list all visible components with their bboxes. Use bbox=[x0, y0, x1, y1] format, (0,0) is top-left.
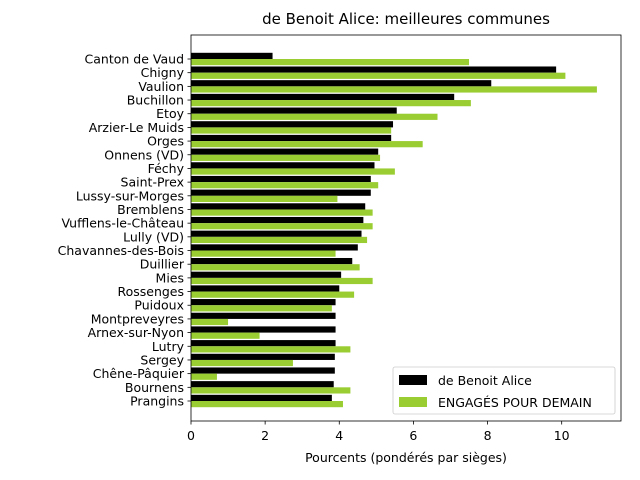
bar-benoit-19 bbox=[191, 312, 336, 319]
x-tick-label: 10 bbox=[554, 428, 570, 443]
bar-engages-16 bbox=[191, 277, 373, 285]
bar-engages-0 bbox=[191, 59, 470, 66]
y-tick-label: Onnens (VD) bbox=[104, 147, 184, 162]
bar-engages-24 bbox=[191, 387, 351, 394]
x-tick-label: 8 bbox=[484, 428, 492, 443]
y-tick-label: Sergey bbox=[140, 352, 184, 367]
bar-benoit-4 bbox=[191, 107, 397, 114]
bar-benoit-10 bbox=[191, 189, 371, 196]
bar-engages-2 bbox=[191, 86, 597, 93]
bar-engages-5 bbox=[191, 127, 392, 134]
bar-benoit-15 bbox=[191, 258, 353, 265]
bar-benoit-6 bbox=[191, 134, 392, 142]
y-tick-label: Buchillon bbox=[127, 93, 184, 108]
y-tick-label: Chêne-Pâquier bbox=[93, 366, 185, 381]
y-tick-label: Puidoux bbox=[134, 298, 184, 313]
chart-title: de Benoit Alice: meilleures communes bbox=[262, 10, 550, 28]
bar-benoit-7 bbox=[191, 148, 379, 155]
y-axis-ticks: Canton de VaudChignyVaulionBuchillonEtoy… bbox=[58, 52, 191, 409]
y-tick-label: Chavannes-des-Bois bbox=[58, 243, 184, 258]
y-tick-label: Lutry bbox=[152, 339, 185, 354]
bar-engages-7 bbox=[191, 154, 381, 161]
bar-benoit-2 bbox=[191, 80, 492, 87]
y-tick-label: Vufflens-le-Château bbox=[61, 216, 184, 231]
y-tick-label: Montpreveyres bbox=[91, 311, 184, 326]
bar-engages-4 bbox=[191, 113, 438, 120]
bars-group bbox=[191, 52, 597, 408]
y-tick-label: Chigny bbox=[141, 65, 185, 80]
x-tick-label: 2 bbox=[261, 428, 269, 443]
bar-benoit-8 bbox=[191, 162, 375, 169]
y-tick-label: Vaulion bbox=[138, 79, 184, 94]
plot-frame bbox=[190, 34, 622, 422]
y-tick-label: Arnex-sur-Nyon bbox=[88, 325, 184, 340]
bar-benoit-20 bbox=[191, 326, 336, 333]
y-tick-label: Féchy bbox=[148, 161, 185, 176]
bar-engages-6 bbox=[191, 141, 423, 148]
legend-frame bbox=[392, 366, 616, 415]
bar-benoit-1 bbox=[191, 66, 557, 73]
bar-benoit-22 bbox=[191, 353, 335, 360]
y-tick-label: Bournens bbox=[125, 380, 184, 395]
bar-engages-18 bbox=[191, 305, 332, 312]
bar-benoit-25 bbox=[191, 394, 332, 401]
y-tick-label: Prangins bbox=[130, 394, 184, 409]
y-tick-label: Lussy-sur-Morges bbox=[76, 188, 184, 203]
y-tick-label: Duillier bbox=[140, 257, 185, 272]
bar-engages-14 bbox=[191, 250, 336, 257]
bar-engages-3 bbox=[191, 100, 471, 107]
legend: de Benoit Alice ENGAGÉS POUR DEMAIN bbox=[392, 366, 616, 415]
bar-benoit-13 bbox=[191, 230, 362, 237]
bar-benoit-3 bbox=[191, 93, 455, 101]
y-tick-label: Lully (VD) bbox=[123, 229, 184, 244]
legend-swatch-engages bbox=[399, 397, 427, 407]
bar-engages-1 bbox=[191, 72, 566, 79]
y-tick-label: Arzier-Le Muids bbox=[89, 120, 184, 135]
bar-benoit-14 bbox=[191, 244, 358, 251]
bar-engages-15 bbox=[191, 264, 360, 271]
y-tick-label: Bremblens bbox=[117, 202, 184, 217]
x-axis-ticks: 0 2 4 6 8 10 bbox=[187, 421, 570, 443]
bar-engages-13 bbox=[191, 236, 368, 244]
bar-engages-22 bbox=[191, 359, 293, 367]
bar-benoit-12 bbox=[191, 216, 364, 224]
bar-benoit-5 bbox=[191, 121, 394, 128]
y-tick-label: Mies bbox=[156, 270, 184, 285]
x-axis-label: Pourcents (pondérés par sièges) bbox=[305, 450, 507, 465]
y-tick-label: Etoy bbox=[156, 106, 184, 121]
bar-engages-21 bbox=[191, 346, 351, 353]
legend-swatch-benoit bbox=[399, 375, 427, 385]
bar-benoit-11 bbox=[191, 203, 366, 210]
y-tick-label: Rossenges bbox=[117, 284, 184, 299]
bar-engages-23 bbox=[191, 373, 217, 380]
bar-benoit-18 bbox=[191, 299, 336, 306]
bar-benoit-23 bbox=[191, 367, 335, 374]
bar-engages-17 bbox=[191, 291, 355, 298]
bar-engages-8 bbox=[191, 168, 395, 175]
x-tick-label: 4 bbox=[335, 428, 343, 443]
x-tick-label: 6 bbox=[409, 428, 417, 443]
y-tick-label: Saint-Prex bbox=[121, 175, 184, 190]
legend-label-engages: ENGAGÉS POUR DEMAIN bbox=[438, 395, 592, 410]
bar-engages-9 bbox=[191, 182, 379, 189]
bar-benoit-9 bbox=[191, 175, 371, 183]
bar-benoit-21 bbox=[191, 340, 336, 347]
bar-benoit-24 bbox=[191, 381, 334, 388]
bar-engages-19 bbox=[191, 318, 229, 326]
bar-benoit-16 bbox=[191, 271, 342, 278]
bar-engages-12 bbox=[191, 223, 373, 230]
x-tick-label: 0 bbox=[187, 428, 195, 443]
legend-label-benoit: de Benoit Alice bbox=[438, 373, 532, 388]
bar-engages-11 bbox=[191, 209, 373, 216]
bar-engages-25 bbox=[191, 401, 343, 408]
bar-benoit-0 bbox=[191, 52, 273, 59]
y-tick-label: Canton de Vaud bbox=[85, 52, 184, 67]
bar-benoit-17 bbox=[191, 285, 340, 292]
y-tick-label: Orges bbox=[147, 134, 184, 149]
bar-engages-10 bbox=[191, 195, 338, 202]
bar-engages-20 bbox=[191, 332, 260, 339]
